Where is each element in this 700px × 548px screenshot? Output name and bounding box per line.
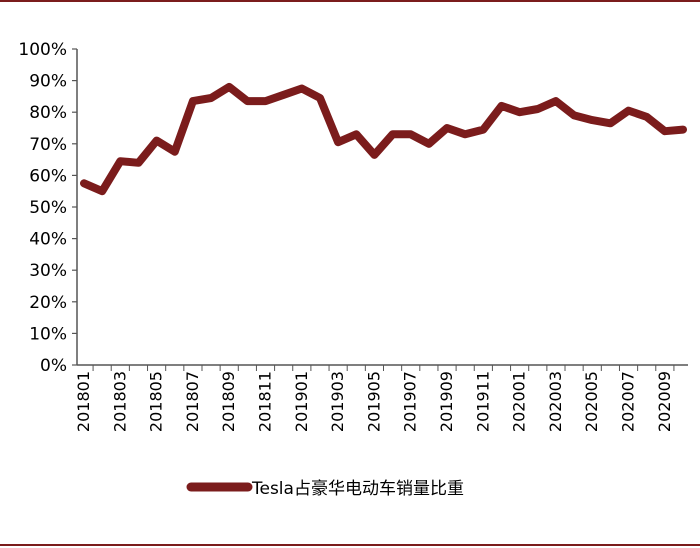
x-tick-label: 201805 — [147, 371, 166, 432]
y-tick-label: 50% — [29, 198, 67, 218]
legend: Tesla占豪华电动车销量比重 — [186, 478, 464, 499]
x-tick-label: 201901 — [292, 371, 311, 432]
y-tick-label: 40% — [29, 230, 67, 250]
y-tick-label: 0% — [40, 356, 67, 376]
y-tick-label: 100% — [18, 40, 67, 60]
top-border-line — [0, 0, 700, 2]
x-tick-label: 201807 — [183, 371, 202, 432]
x-tick-label: 201907 — [401, 371, 420, 432]
y-tick-label: 10% — [29, 324, 67, 344]
x-tick-label: 201905 — [364, 371, 383, 432]
x-tick-label: 202009 — [655, 371, 674, 432]
x-tick-label: 201909 — [437, 371, 456, 432]
x-tick-label: 201903 — [328, 371, 347, 432]
x-tick-label: 202005 — [582, 371, 601, 432]
x-tick-label: 201803 — [110, 371, 129, 432]
y-tick-label: 80% — [29, 103, 67, 123]
y-tick-label: 60% — [29, 166, 67, 186]
legend-label: Tesla占豪华电动车销量比重 — [251, 478, 464, 499]
bottom-border-line — [0, 544, 700, 546]
x-tick-label: 202007 — [619, 371, 638, 432]
series-layer — [80, 82, 687, 196]
y-axis: 0% 10% 20% 30% 40% 50% 60% 70% 80% 90% 100% — [18, 40, 78, 376]
series-line — [80, 82, 687, 196]
y-tick-label: 90% — [29, 72, 67, 92]
y-tick-label: 20% — [29, 293, 67, 313]
x-tick-label: 201911 — [473, 371, 492, 432]
x-axis: 201801 201803 201805 201807 201809 201811 2019… — [74, 364, 688, 432]
x-tick-label: 201809 — [219, 371, 238, 432]
x-tick-label: 202001 — [510, 371, 529, 432]
y-tick-label: 30% — [29, 261, 67, 281]
x-tick-label: 201811 — [256, 371, 275, 432]
y-tick-label: 70% — [29, 135, 67, 155]
x-tick-label: 202003 — [546, 371, 565, 432]
x-tick-label: 201801 — [74, 371, 93, 432]
